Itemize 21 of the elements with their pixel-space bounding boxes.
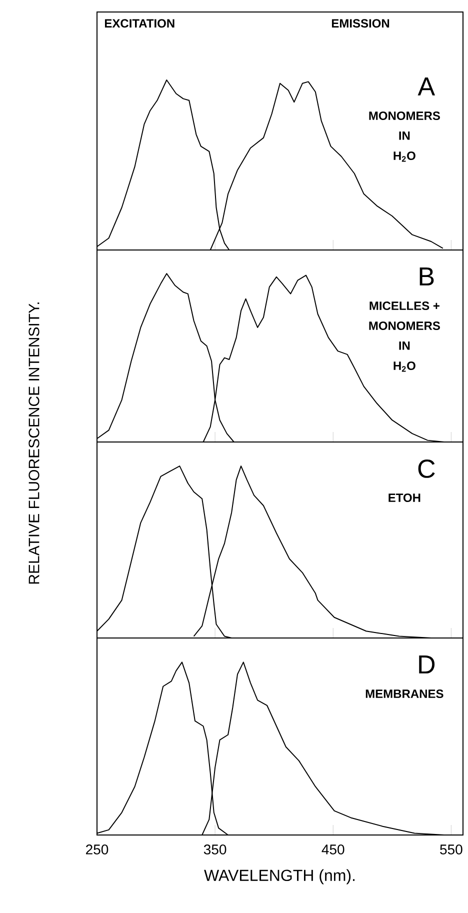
annotation: C xyxy=(418,460,435,478)
x-axis-title: WAVELENGTH (nm). xyxy=(204,869,355,884)
x-tick-label: 250 xyxy=(86,844,108,854)
annotation: IN xyxy=(399,342,410,350)
annotation: A xyxy=(418,78,436,96)
annotation: H$_{2}$O xyxy=(394,362,416,372)
annotation: ETOH xyxy=(388,494,420,502)
y-axis-title: RELATIVE FLUORESCENCE INTENSITY. xyxy=(28,302,40,584)
annotation: H$_{2}$O xyxy=(394,152,416,162)
annotation: MEMBRANES xyxy=(366,690,444,698)
annotation: MONOMERS xyxy=(369,112,440,120)
annotation: D xyxy=(419,656,435,674)
text: EXCITATION xyxy=(104,19,174,28)
x-tick-label: 350 xyxy=(204,844,226,854)
text: EMISSION xyxy=(332,19,390,28)
annotation: MICELLES + xyxy=(370,302,440,310)
x-tick-label: 550 xyxy=(440,844,462,854)
annotation: B xyxy=(420,268,434,286)
x-tick-label: 450 xyxy=(322,844,344,854)
annotation: MONOMERS xyxy=(369,322,440,330)
annotation: IN xyxy=(399,132,410,140)
